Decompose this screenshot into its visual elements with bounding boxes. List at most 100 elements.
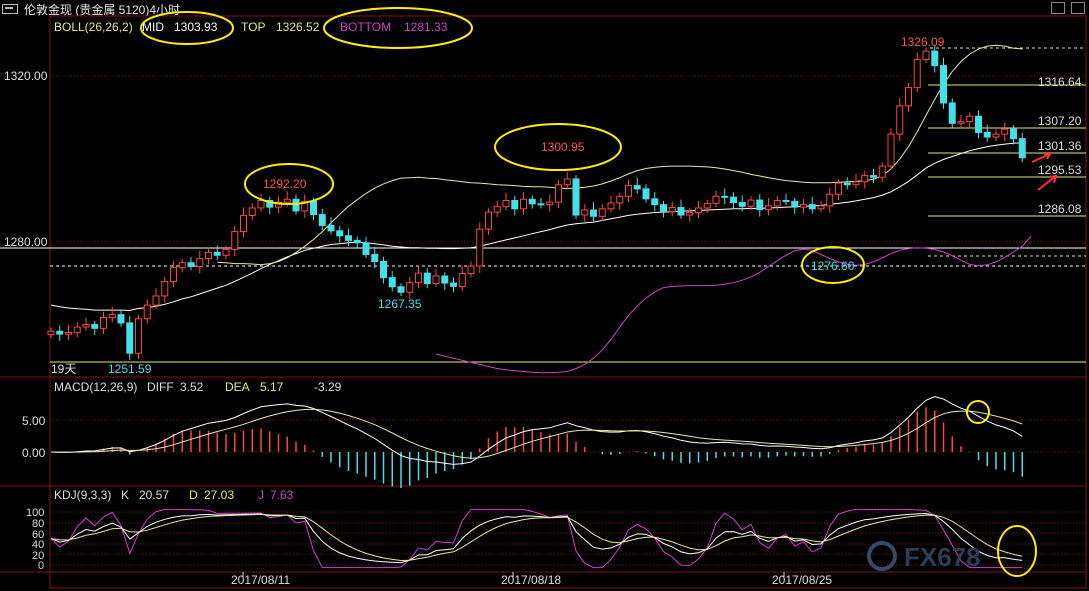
candle-body [423, 272, 431, 284]
candle-body [213, 251, 221, 256]
candle-body [161, 280, 169, 297]
macd-y-tick-5: 5.00 [22, 414, 46, 428]
candle-body [65, 331, 72, 335]
candle-body [1018, 138, 1026, 159]
y-tick-1320: 1320.00 [4, 69, 48, 83]
candle-body [905, 87, 912, 107]
candle-body [485, 211, 492, 230]
kdj-layer [50, 508, 1023, 569]
candle-body [817, 205, 825, 210]
candle-body [240, 214, 247, 233]
candle-body [135, 318, 142, 354]
candle-body [310, 200, 317, 216]
candle-body [520, 198, 527, 210]
arrow-1-head-icon [1044, 153, 1052, 160]
boll-lines [50, 44, 1032, 374]
candle-body [712, 195, 720, 204]
candle-body [843, 182, 851, 186]
candle-body [292, 198, 300, 212]
candle-body [117, 314, 125, 324]
candle-body [327, 224, 335, 232]
minimize-icon[interactable] [1051, 2, 1065, 14]
candle-body [633, 185, 641, 190]
kdj-y-tick-20: 20 [32, 550, 44, 562]
candle-body [231, 231, 239, 250]
low-label-2: 1276.60 [811, 259, 855, 273]
x-label-0811: 2017/08/11 [231, 573, 290, 587]
boll-mid-value: 1303.93 [174, 20, 218, 34]
plot-border [49, 15, 1087, 589]
highlight-macd-circle [966, 400, 990, 424]
candle-body [362, 242, 370, 255]
level-label-5: 1286.08 [1038, 202, 1082, 216]
candle-body [651, 198, 659, 206]
candle-body [948, 102, 956, 124]
kdj-y-tick-80: 80 [32, 518, 44, 530]
kdj-j-value: 7.63 [270, 488, 294, 502]
candle-body [353, 239, 361, 244]
boll-mid-line [50, 142, 1023, 312]
boll-bottom-value: 1281.33 [404, 20, 448, 34]
candle-body [677, 207, 685, 216]
candle-body [196, 258, 204, 267]
candle-body [616, 195, 624, 204]
candle-body [747, 199, 755, 207]
candle-body [371, 253, 379, 263]
window-menu-icon[interactable] [2, 4, 18, 14]
highlight-high2-circle [494, 123, 622, 171]
candle-body [415, 272, 422, 284]
candle-body [730, 196, 737, 204]
boll-top-label: TOP [241, 20, 265, 34]
candle-body [852, 181, 860, 186]
candle-body [82, 324, 90, 328]
watermark-text: FX678 [904, 542, 981, 572]
candle-body [870, 175, 877, 178]
candle-body [546, 201, 554, 206]
kdj-y-tick-0: 0 [38, 560, 44, 572]
level-label-2: 1307.20 [1038, 114, 1082, 128]
candle-body [528, 198, 536, 205]
restore-icon[interactable] [1071, 2, 1085, 14]
kdj-k-line [50, 512, 1023, 564]
kdj-y-tick-60: 60 [32, 529, 44, 541]
candle-body [301, 200, 309, 212]
candle-body [992, 133, 1000, 138]
candle-body [388, 277, 396, 288]
candle-body [47, 330, 55, 336]
arrow-1-icon [1031, 153, 1051, 163]
level-label-1: 1316.64 [1038, 75, 1082, 89]
highlight-high1-circle [244, 163, 334, 205]
candle-body [1010, 128, 1017, 140]
candle-body [598, 208, 606, 217]
candle-body [878, 165, 886, 178]
candle-body [957, 121, 965, 124]
x-label-0825: 2017/08/25 [772, 573, 832, 587]
candle-body [56, 330, 64, 335]
level-label-4: 1295.53 [1038, 163, 1082, 177]
grid-layer [0, 15, 1087, 589]
candle-body [432, 275, 440, 284]
candle-body [756, 199, 764, 211]
macd-dea-label: DEA [225, 380, 250, 394]
arrow-2-icon [1037, 175, 1057, 191]
candle-body [668, 207, 676, 213]
candle-body [441, 275, 449, 284]
candle-body [555, 184, 562, 203]
candle-body [502, 200, 510, 208]
candle-body [450, 282, 457, 287]
high-label-1: 1292.20 [263, 177, 307, 191]
candle-body [248, 207, 256, 216]
candle-body [476, 228, 484, 267]
macd-layer [50, 396, 1023, 489]
macd-dea-value: 5.17 [260, 380, 284, 394]
arrow-2-head-icon [1048, 174, 1058, 184]
candle-body [835, 182, 842, 195]
candles-layer [47, 45, 1026, 361]
macd-dea-line [50, 408, 1023, 459]
macd-diff-value: 3.52 [180, 380, 204, 394]
candle-body [826, 193, 834, 207]
candle-body [108, 314, 116, 319]
high-label-3: 1326.09 [901, 35, 945, 49]
candle-body [143, 304, 151, 320]
